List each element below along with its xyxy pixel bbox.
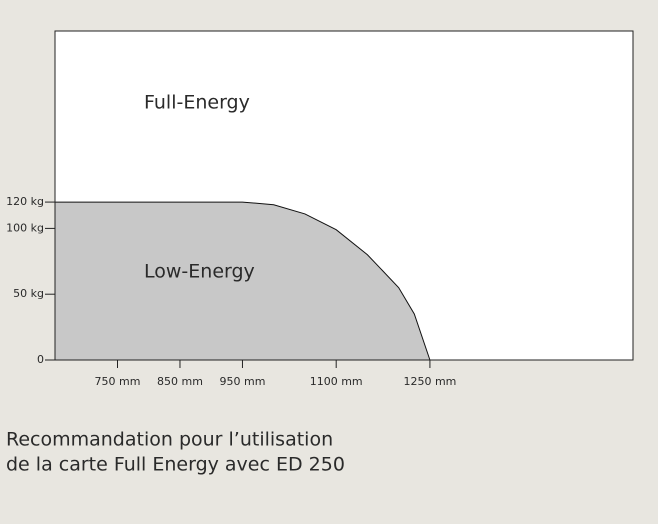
annotation: Full-Energy [144, 92, 250, 114]
y-tick-label: 120 kg [6, 195, 44, 208]
area [55, 202, 430, 360]
x-tick-label: 1100 mm [310, 375, 363, 388]
y-tick-label: 100 kg [6, 221, 44, 234]
caption: de la carte Full Energy avec ED 250 [6, 454, 345, 476]
y-tick-label: 0 [37, 353, 44, 366]
caption: Recommandation pour l’utilisation [6, 429, 333, 451]
x-tick-label: 750 mm [95, 375, 141, 388]
x-tick-label: 1250 mm [403, 375, 456, 388]
y-tick-label: 50 kg [13, 287, 44, 300]
annotation: Low-Energy [144, 261, 255, 283]
boundary-line [55, 201, 431, 361]
x-tick-label: 850 mm [157, 375, 203, 388]
x-tick-label: 950 mm [219, 375, 265, 388]
plot-border [54, 30, 634, 361]
